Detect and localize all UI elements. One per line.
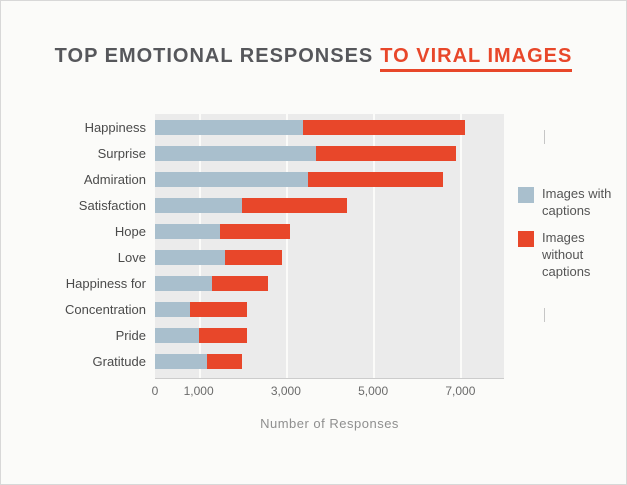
bar-segment-images-without-captions (207, 353, 243, 369)
category-label: Pride (115, 327, 146, 343)
gridline (460, 114, 463, 378)
x-tick-label: 7,000 (445, 384, 476, 398)
bar-row (155, 114, 504, 140)
legend-divider (544, 130, 545, 144)
bar-segment-images-with-captions (155, 249, 225, 265)
bar-segment-images-without-captions (211, 275, 269, 291)
x-tick-label: 0 (151, 384, 159, 398)
category-label: Gratitude (92, 353, 146, 369)
bar-row (155, 140, 504, 166)
bar-segment-images-with-captions (155, 301, 190, 317)
bar-segment-images-with-captions (155, 197, 243, 213)
chart-title: TOP EMOTIONAL RESPONSES TO VIRAL IMAGES (1, 45, 626, 72)
legend-item: Images without captions (518, 230, 616, 281)
legend: Images with captions Images without capti… (504, 114, 616, 431)
gridline (373, 114, 376, 378)
legend-swatch (518, 187, 534, 203)
x-axis: 0 1,000 3,000 5,000 7,000 (151, 384, 504, 400)
bar-row (155, 270, 504, 296)
category-labels: Happiness Surprise Admiration Satisfaction H… (27, 114, 155, 431)
bar-segment-images-with-captions (155, 145, 317, 161)
category-label: Admiration (83, 171, 146, 187)
bar-segment-images-without-captions (220, 223, 291, 239)
plot-area (155, 114, 504, 379)
bar-row (155, 322, 504, 348)
x-axis-title: Number of Responses (260, 416, 399, 431)
chart-title-main: TOP EMOTIONAL RESPONSES (54, 45, 374, 67)
x-tick-label: 1,000 (183, 384, 214, 398)
bar-segment-images-without-captions (198, 327, 247, 343)
legend-swatch (518, 230, 534, 247)
bar-segment-images-with-captions (155, 171, 308, 187)
category-label: Concentration (65, 301, 146, 317)
legend-label: Images with captions (542, 186, 612, 218)
x-tick-label: 3,000 (270, 384, 301, 398)
bar-segment-images-with-captions (155, 353, 208, 369)
bar-segment-images-with-captions (155, 223, 221, 239)
category-label: Hope (114, 223, 146, 239)
gridline (198, 114, 201, 378)
legend-item: Images with captions (518, 186, 616, 220)
bar-row (155, 296, 504, 322)
bar-segment-images-without-captions (307, 171, 443, 187)
plot-column: 0 1,000 3,000 5,000 7,000 Number of Response… (151, 114, 504, 431)
gridline (285, 114, 288, 378)
bar-chart: Happiness Surprise Admiration Satisfaction H… (27, 114, 616, 431)
category-label: Surprise (97, 145, 146, 161)
bar-segment-images-without-captions (303, 119, 465, 135)
category-label: Happiness for (65, 275, 146, 291)
category-label: Love (117, 249, 146, 265)
bar-row (155, 244, 504, 270)
bar-segment-images-without-captions (242, 197, 347, 213)
bar-segment-images-with-captions (155, 119, 304, 135)
chart-title-accent: TO VIRAL IMAGES (380, 45, 573, 72)
bar-segment-images-without-captions (224, 249, 282, 265)
category-label: Satisfaction (78, 197, 146, 213)
bar-row (155, 348, 504, 374)
bar-segment-images-without-captions (316, 145, 456, 161)
bar-row (155, 166, 504, 192)
category-label: Happiness (84, 119, 146, 135)
bar-row (155, 218, 504, 244)
legend-divider (544, 308, 545, 323)
bar-segment-images-without-captions (189, 301, 247, 317)
legend-label: Images without captions (542, 229, 591, 279)
bar-row (155, 192, 504, 218)
x-tick-label: 5,000 (358, 384, 389, 398)
bar-segment-images-with-captions (155, 275, 212, 291)
bar-segment-images-with-captions (155, 327, 199, 343)
